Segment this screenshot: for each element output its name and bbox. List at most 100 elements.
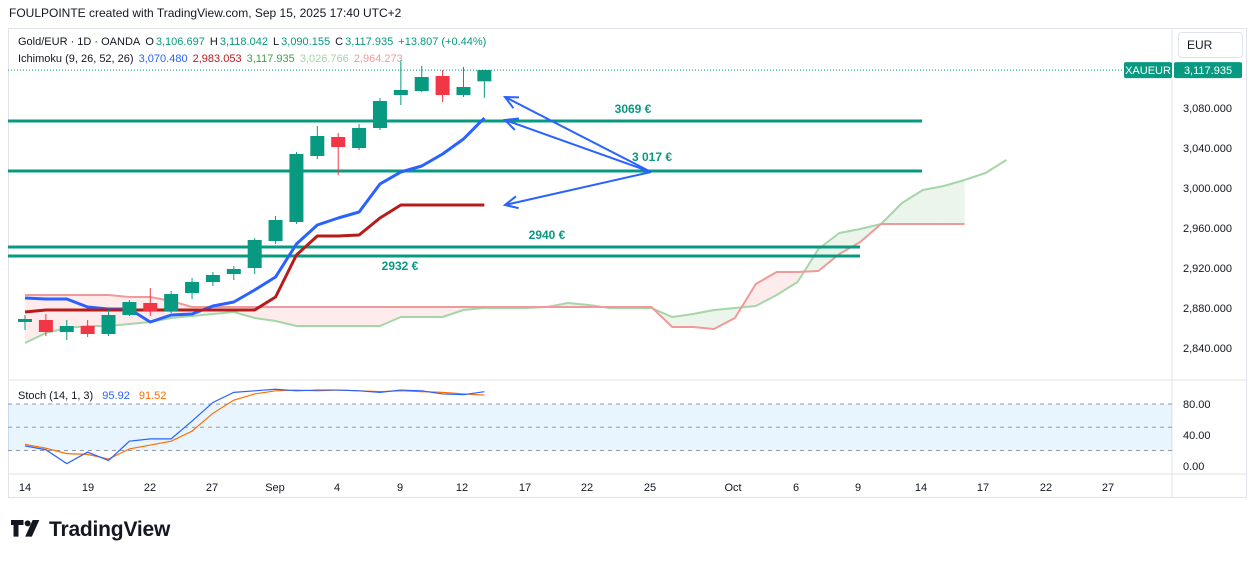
stoch-d-value: 91.52 [138,390,167,402]
ichimoku-kijun-line [24,203,485,314]
stoch-axis-tick: 40.00 [1183,430,1211,442]
stoch-label[interactable]: Stoch (14, 1, 3) [18,390,94,402]
high-label: H [209,36,218,48]
candle [101,310,116,336]
price-tag-value: 3,117.935 [1184,65,1232,77]
candle-body [38,320,53,332]
arrow-line [504,119,652,173]
stoch-k-line [24,388,485,465]
arrow-head [502,117,520,131]
level-annotation: 2940 € [529,228,566,242]
ichimoku-span-a-value: 3,026.766 [299,53,349,65]
price-tag-symbol: XAUEUR [1125,65,1171,77]
candle-body [101,315,116,334]
candle [414,66,429,92]
ichimoku-kijun-value: 2,983.053 [192,53,242,65]
ichimoku-tenkan-line [24,116,486,324]
ichimoku-label[interactable]: Ichimoku (9, 26, 52, 26) [18,53,134,65]
price-axis-tick: 2,920.000 [1183,263,1232,275]
open-value: 3,106.697 [155,36,205,48]
ichimoku-cloud-segment [379,307,401,326]
time-axis-tick: 4 [334,482,340,494]
candle-body [143,303,158,311]
time-axis-tick: Sep [265,482,285,494]
ichimoku-cloud-segment [400,307,422,317]
candle-body [80,326,95,334]
stoch-band [8,404,1172,451]
time-axis-tick: 17 [519,482,531,494]
candle-body [18,319,32,322]
candle-body [393,90,408,95]
ichimoku-cloud-segment [901,190,923,224]
chart-frame [8,28,1247,498]
candle-body [164,294,179,311]
ichimoku-chikou-value: 3,117.935 [246,53,295,65]
candle-body [352,128,367,148]
candle-body [414,77,429,91]
time-axis-tick: 17 [977,482,989,494]
candle [310,126,325,159]
price-tag-value-box [1174,62,1242,79]
candle [247,238,262,274]
time-axis-tick: 27 [206,482,218,494]
candle [80,320,95,337]
price-axis-tick: 2,880.000 [1183,303,1232,315]
ichimoku-cloud-segment [922,186,944,224]
ichimoku-cloud-segment [296,307,318,326]
candle-body [289,154,304,222]
stoch-axis-tick: 0.00 [1183,461,1204,473]
ichimoku-cloud-segment [254,307,276,321]
tradingview-wordmark: TradingView [49,518,171,541]
ichimoku-cloud-segment [776,272,798,295]
candle [122,300,137,316]
candle [226,266,241,280]
candle-body [122,302,137,315]
candle [289,152,304,224]
candle [143,288,158,316]
time-axis-tick: Oct [724,482,741,494]
time-axis-tick: 25 [644,482,656,494]
stoch-legend: Stoch (14, 1, 3) 95.92 91.52 [18,390,168,402]
stoch-axis-tick: 80.00 [1183,399,1211,411]
time-axis-tick: 22 [1040,482,1052,494]
candle [18,315,32,330]
time-axis-tick: 22 [581,482,593,494]
candle [372,98,387,130]
price-axis-tick: 2,840.000 [1183,343,1232,355]
symbol-name[interactable]: Gold/EUR · 1D · OANDA [18,36,141,48]
arrow-head [502,95,520,109]
ichimoku-cloud-segment [818,233,840,271]
candle [205,272,220,286]
candle [185,278,200,299]
level-annotation: 3 017 € [632,150,672,164]
candle-body [310,136,325,156]
open-label: O [145,36,154,48]
time-axis-tick: 9 [397,482,403,494]
ichimoku-cloud-segment [943,180,965,224]
level-annotation: 3069 € [615,102,652,116]
candle [456,67,471,97]
ichimoku-cloud-segment [359,307,380,326]
candle [38,314,53,336]
candle-body [59,326,74,332]
candle [393,60,408,105]
close-value: 3,117.935 [345,36,394,48]
ichimoku-legend: Ichimoku (9, 26, 52, 26) 3,070.480 2,983… [18,53,405,65]
tradingview-brand[interactable]: TradingView [11,518,170,542]
ichimoku-cloud-segment [338,307,360,326]
candle-body [205,275,220,282]
arrow-line [504,96,652,173]
time-axis-tick: 22 [144,482,156,494]
time-axis-tick: 19 [82,482,94,494]
ichimoku-cloud-segment [421,307,443,317]
candle-body [477,70,492,82]
high-value: 3,118.042 [219,36,268,48]
currency-button[interactable]: EUR [1178,32,1243,58]
time-axis-tick: 14 [19,482,31,494]
candle-body [456,87,471,95]
level-annotation: 2932 € [382,259,419,273]
arrow-line [504,171,652,206]
price-axis-tick: 2,960.000 [1183,223,1232,235]
candle [331,133,346,175]
